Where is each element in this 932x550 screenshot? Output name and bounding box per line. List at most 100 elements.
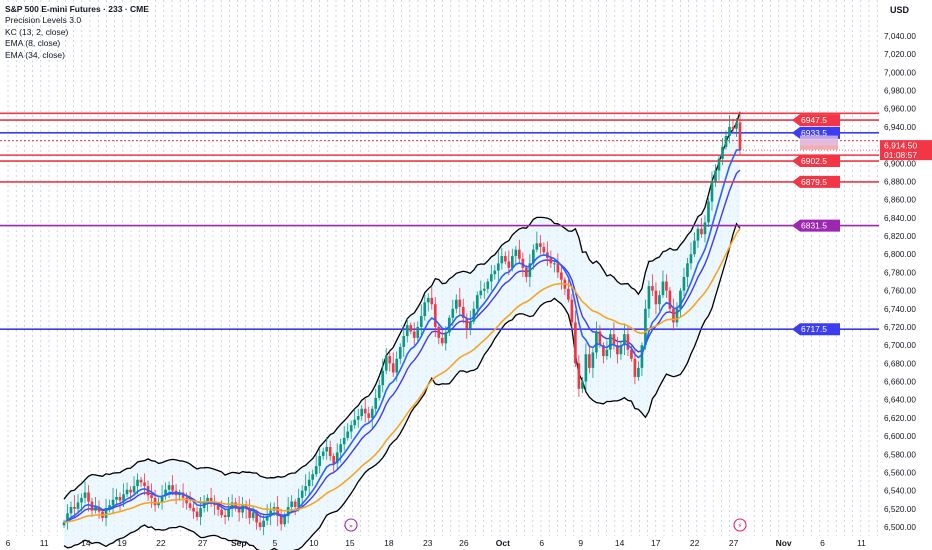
candle[interactable] (454, 294, 458, 314)
candle[interactable] (111, 487, 115, 515)
candle[interactable] (416, 321, 420, 342)
candle[interactable] (349, 420, 353, 439)
candle[interactable] (668, 286, 672, 313)
candle[interactable] (472, 301, 476, 325)
price-level-badge[interactable]: 6902.5 (792, 155, 840, 168)
candle[interactable] (132, 476, 136, 497)
candle[interactable] (735, 117, 738, 137)
candle[interactable] (125, 482, 129, 497)
candle[interactable] (87, 485, 90, 512)
candle[interactable] (181, 483, 185, 508)
candle[interactable] (419, 304, 423, 336)
candle[interactable] (710, 171, 714, 211)
candle[interactable] (248, 498, 251, 525)
event-marker-icon[interactable]: » (344, 518, 358, 532)
candle[interactable] (651, 274, 654, 297)
candle[interactable] (731, 118, 735, 133)
candle[interactable] (444, 326, 448, 351)
candle[interactable] (370, 406, 374, 428)
candle[interactable] (360, 405, 364, 421)
candle[interactable] (482, 282, 486, 299)
candle[interactable] (658, 290, 661, 311)
candle[interactable] (62, 519, 66, 528)
candle[interactable] (440, 327, 444, 347)
candle[interactable] (637, 361, 640, 381)
candle[interactable] (689, 242, 693, 270)
candle[interactable] (209, 487, 213, 507)
candle[interactable] (665, 274, 668, 298)
candle[interactable] (724, 130, 728, 150)
candle[interactable] (518, 239, 521, 264)
candle[interactable] (164, 482, 167, 500)
candle[interactable] (486, 278, 490, 294)
candle[interactable] (525, 265, 528, 283)
candle[interactable] (539, 235, 542, 255)
candle[interactable] (647, 280, 651, 318)
candle[interactable] (153, 489, 157, 512)
candle[interactable] (293, 498, 297, 516)
candle[interactable] (230, 494, 234, 517)
candle[interactable] (577, 355, 581, 397)
candle[interactable] (290, 495, 293, 511)
candle[interactable] (700, 217, 703, 238)
candle[interactable] (115, 488, 118, 506)
candle[interactable] (721, 137, 724, 166)
candle[interactable] (640, 342, 644, 377)
candle[interactable] (104, 498, 108, 527)
candle[interactable] (693, 232, 696, 257)
candle[interactable] (139, 476, 143, 487)
candle[interactable] (353, 408, 357, 429)
candle[interactable] (265, 504, 269, 526)
candle[interactable] (489, 265, 493, 291)
candle[interactable] (426, 293, 430, 312)
symbol-title[interactable]: S&P 500 E-mini Futures · 233 · CME (5, 4, 149, 14)
candle[interactable] (83, 481, 87, 504)
candle[interactable] (654, 282, 658, 315)
candle[interactable] (381, 358, 385, 393)
candle[interactable] (167, 481, 171, 498)
candle[interactable] (430, 286, 434, 310)
candle[interactable] (461, 298, 465, 324)
candle[interactable] (672, 298, 675, 331)
candle[interactable] (314, 455, 318, 477)
candle[interactable] (661, 270, 665, 298)
price-level-badge[interactable]: 6717.5 (792, 323, 840, 336)
candle[interactable] (514, 246, 518, 265)
candle[interactable] (269, 502, 272, 526)
candle[interactable] (150, 483, 153, 508)
candle[interactable] (332, 453, 336, 473)
candle[interactable] (363, 398, 367, 423)
candle[interactable] (535, 231, 539, 253)
candle[interactable] (738, 111, 742, 155)
candle[interactable] (556, 253, 560, 278)
candle[interactable] (542, 242, 546, 257)
indicator-label[interactable]: EMA (34, close) (5, 49, 65, 60)
candle[interactable] (244, 500, 248, 519)
candle[interactable] (584, 343, 588, 391)
candle[interactable] (108, 499, 111, 513)
candle[interactable] (276, 496, 279, 527)
candle[interactable] (479, 280, 483, 299)
candle[interactable] (567, 279, 570, 303)
candle[interactable] (619, 340, 623, 360)
candle[interactable] (500, 247, 504, 270)
candle[interactable] (717, 156, 721, 181)
candle[interactable] (192, 499, 195, 519)
candle[interactable] (66, 504, 69, 530)
candle[interactable] (122, 483, 125, 507)
candle[interactable] (468, 310, 472, 336)
candle[interactable] (223, 509, 227, 525)
candle[interactable] (626, 326, 630, 357)
candle[interactable] (195, 506, 199, 521)
candle[interactable] (335, 443, 339, 469)
candle[interactable] (675, 302, 679, 327)
candle[interactable] (251, 506, 255, 521)
candle[interactable] (97, 500, 101, 519)
candle[interactable] (318, 448, 322, 474)
candle[interactable] (409, 322, 413, 335)
candle[interactable] (553, 259, 556, 273)
price-level-badge[interactable]: 6831.5 (792, 219, 840, 232)
candle[interactable] (342, 426, 346, 451)
